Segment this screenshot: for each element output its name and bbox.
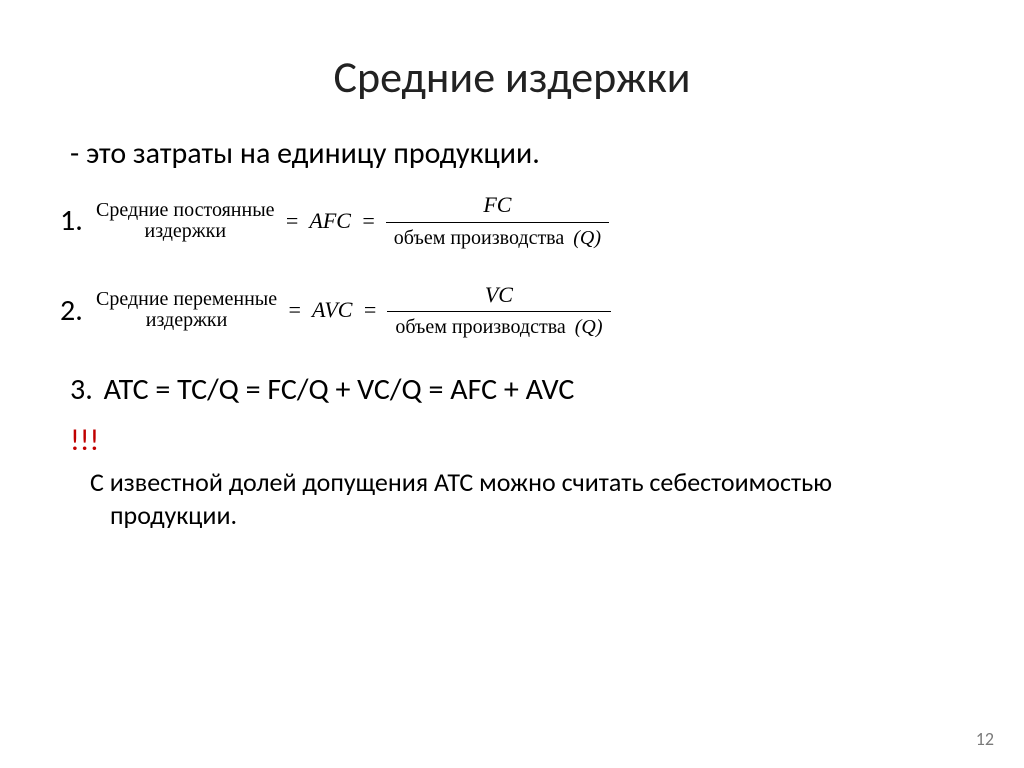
equals-1a: = <box>275 207 310 236</box>
fraction-line-2 <box>387 311 610 312</box>
item1-label: Средние постоянные издержки <box>96 200 275 242</box>
slide-title: Средние издержки <box>60 50 964 104</box>
item1-denom-text: объем производства <box>394 227 564 249</box>
equals-2a: = <box>277 296 312 325</box>
item1-label-bot: издержки <box>144 221 226 242</box>
fraction-line-1 <box>386 222 609 223</box>
item2-lhs: AVC <box>312 296 352 325</box>
item1-label-top: Средние постоянные <box>96 200 275 221</box>
equals-2b: = <box>352 296 387 325</box>
slide-body: - это затраты на единицу продукции. 1. С… <box>60 134 964 531</box>
item2-fraction: VC объем производства (Q) <box>387 281 610 341</box>
item1-fraction: FC объем производства (Q) <box>386 191 609 251</box>
formula-row-2: 2. Средние переменные издержки = AVC = V… <box>60 281 964 341</box>
slide: Средние издержки - это затраты на единиц… <box>0 0 1024 768</box>
formula-row-3: 3. ATC = TC/Q = FC/Q + VC/Q = AFC + AVC <box>70 370 964 409</box>
subtitle-line: - это затраты на единицу продукции. <box>70 134 964 173</box>
item2-numerator: VC <box>477 281 521 310</box>
equals-1b: = <box>351 207 386 236</box>
item2-denom-q: (Q) <box>571 316 603 338</box>
item1-lhs: AFC <box>309 207 351 236</box>
item1-denom-q: (Q) <box>569 227 601 249</box>
page-number: 12 <box>976 728 994 750</box>
subtitle-text: это затраты на единицу продукции. <box>86 135 540 172</box>
item1-denominator: объем производства (Q) <box>386 225 609 251</box>
item1-formula: Средние постоянные издержки = AFC = FC о… <box>96 191 609 251</box>
item1-numerator: FC <box>475 191 519 220</box>
item1-number: 1. <box>60 201 96 240</box>
item2-denom-text: объем производства <box>395 316 565 338</box>
item2-label-bot: издержки <box>146 310 228 331</box>
exclamation: !!! <box>70 421 964 460</box>
item2-number: 2. <box>60 291 96 330</box>
item2-label: Средние переменные издержки <box>96 289 277 331</box>
formula-row-1: 1. Средние постоянные издержки = AFC = F… <box>60 191 964 251</box>
item2-label-top: Средние переменные <box>96 289 277 310</box>
item3-number: 3. <box>70 371 93 408</box>
item3-equation: ATC = TC/Q = FC/Q + VC/Q = AFC + AVC <box>100 371 575 408</box>
note-text: С известной долей допущения АТС можно сч… <box>90 466 964 531</box>
subtitle-dash: - <box>70 135 86 172</box>
item2-denominator: объем производства (Q) <box>387 314 610 340</box>
item2-formula: Средние переменные издержки = AVC = VC о… <box>96 281 611 341</box>
